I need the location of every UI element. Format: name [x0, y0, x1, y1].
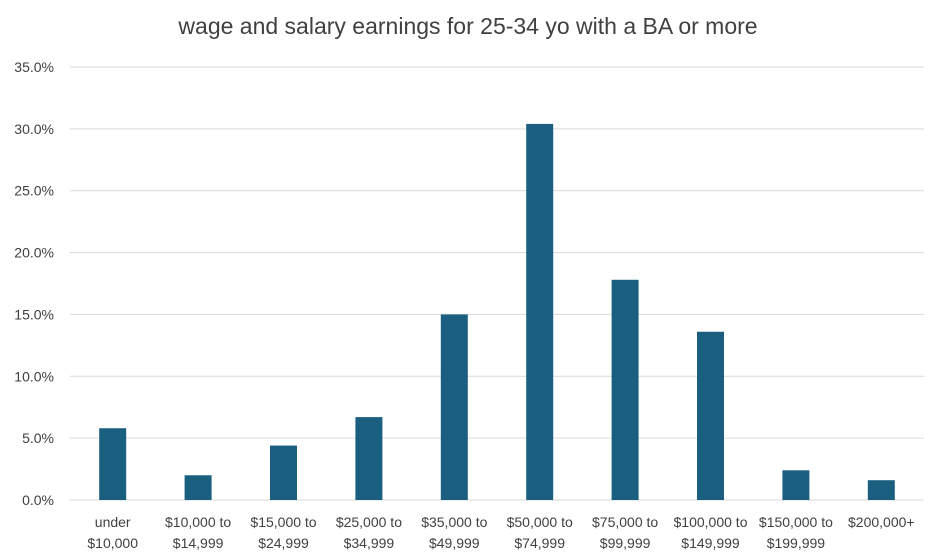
bar — [99, 428, 127, 500]
y-tick-label: 35.0% — [14, 59, 54, 75]
bar — [270, 445, 297, 500]
bar — [184, 475, 212, 500]
x-tick-label: under $10,000 — [87, 514, 138, 551]
x-tick-label: $200,000+ — [848, 514, 915, 530]
x-tick-label: $25,000 to $34,999 — [336, 514, 402, 551]
bar — [526, 123, 554, 500]
y-axis: 0.0% 5.0% 10.0% 15.0% 20.0% 25.0% 30.0% 35.0% — [14, 59, 54, 508]
y-tick-label: 10.0% — [14, 368, 54, 384]
x-tick-label: $35,000 to $49,999 — [421, 514, 487, 551]
x-tick-label: $150,000 to $199,999 — [759, 514, 833, 551]
bar — [782, 470, 810, 500]
bar — [697, 331, 724, 500]
y-tick-label: 5.0% — [22, 430, 54, 446]
gridlines — [70, 66, 924, 501]
chart-title: wage and salary earnings for 25-34 yo wi… — [178, 13, 758, 39]
bar — [611, 279, 639, 500]
x-tick-label: $15,000 to $24,999 — [250, 514, 316, 551]
x-tick-label: $100,000 to $149,999 — [674, 514, 748, 551]
y-tick-label: 25.0% — [14, 183, 54, 199]
x-tick-label: $10,000 to $14,999 — [165, 514, 231, 551]
bars — [99, 123, 895, 500]
y-tick-label: 20.0% — [14, 245, 54, 261]
y-tick-label: 30.0% — [14, 121, 54, 137]
bar — [355, 417, 383, 500]
y-tick-label: 15.0% — [14, 306, 54, 322]
bar — [440, 314, 468, 500]
x-tick-label: $50,000 to $74,999 — [507, 514, 573, 551]
bar — [867, 480, 895, 500]
x-axis: under $10,000 $10,000 to $14,999 $15,000 to $… — [87, 514, 914, 551]
x-tick-label: $75,000 to $99,999 — [592, 514, 658, 551]
y-tick-label: 0.0% — [22, 492, 54, 508]
